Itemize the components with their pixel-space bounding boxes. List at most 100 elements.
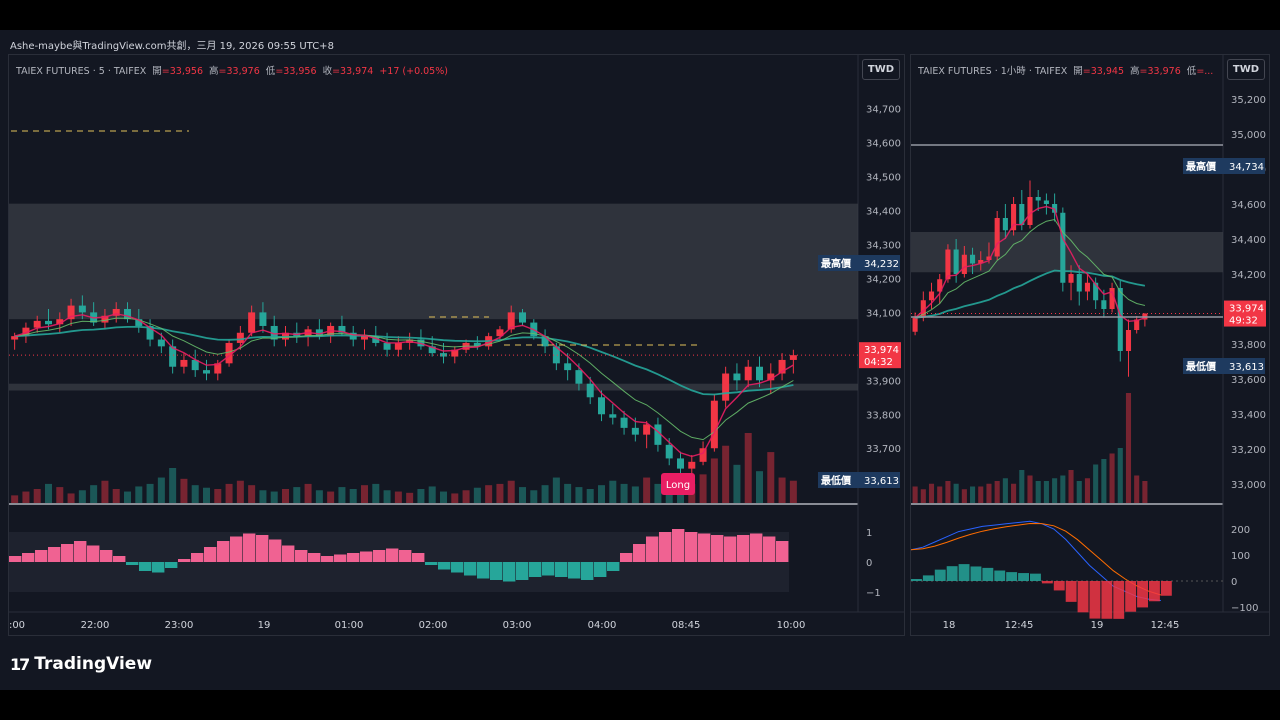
candle-body [1125,330,1132,351]
volume-bar [282,489,289,503]
ema-long-line [14,325,794,396]
price-badge-countdown: 49:32 [1229,316,1258,327]
macd-histogram-bar [1101,581,1113,619]
extreme-label-text: 最高價 [1186,160,1217,173]
oscillator-tick-label: 0 [1231,577,1237,588]
candle-body [1002,218,1008,231]
oscillator-bar [152,562,165,573]
volume-bar [756,471,763,503]
candle-body [22,327,30,337]
oscillator-bar [490,562,503,580]
price-tick-label: 33,900 [866,376,901,387]
currency-button[interactable]: TWD [1227,59,1265,80]
macd-histogram-bar [1125,581,1137,612]
candle-body [978,260,984,264]
chart-pane-5min[interactable]: 34,700 34,600 34,500 34,400 34,300 34,200 34,1… [8,54,905,636]
candle-body [677,458,684,469]
ema-fast-line [14,313,794,458]
oscillator-bar [750,533,763,562]
time-tick-label: 22:00 [81,620,110,631]
volume-bar [203,487,210,503]
high-value: =33,976 [218,66,260,77]
low-label: 低 [1186,66,1197,77]
macd-histogram-bar [1030,573,1041,581]
candle-body [937,279,943,292]
oscillator-bar [503,562,516,582]
candle-body [157,339,165,347]
volume-bar [912,486,918,503]
time-tick-label: 02:00 [419,620,448,631]
oscillator-bar [165,562,178,568]
oscillator-bar [35,550,48,562]
time-tick-label: 19 [1091,620,1104,631]
volume-bar [654,483,662,503]
chart-1h-svg[interactable]: 35,20035,00034,80034,60034,40034,20034,0… [911,55,1269,635]
candle-body [135,319,143,326]
support-resistance-zone [9,203,858,320]
candle-body [1076,274,1082,292]
volume-bar [361,485,368,503]
macd-histogram-bar [1137,581,1148,608]
volume-bar [1125,393,1132,503]
oscillator-bar [295,550,308,562]
candle-body [643,424,651,435]
price-tick-label: 34,500 [866,173,901,184]
symbol-label: TAIEX FUTURES · 1小時 · TAIFEX [918,66,1068,77]
candle-body [372,336,380,343]
volume-bar [56,487,64,503]
extreme-label-text: 最高價 [821,257,852,270]
candle-body [259,312,267,326]
volume-bar [541,485,549,503]
price-tick-label: 33,800 [1231,340,1266,351]
volume-bar [519,487,526,503]
macd-histogram-bar [1018,573,1029,581]
oscillator-tick-label: −1 [866,588,881,599]
volume-bar [169,468,177,503]
oscillator-bar [425,562,438,565]
candle-body [575,370,583,384]
extreme-label-text: 最低價 [821,474,852,487]
oscillator-bar [763,536,776,562]
chart-5min-svg[interactable]: 34,700 34,600 34,500 34,400 34,300 34,200 34,1… [9,55,904,635]
volume-bar [236,480,244,503]
currency-button[interactable]: TWD [862,59,900,80]
chart-pane-1h[interactable]: 35,20035,00034,80034,60034,40034,20034,0… [910,54,1270,636]
candle-body [710,400,718,449]
macd-histogram-bar [934,569,946,581]
tradingview-wordmark: TradingView [34,654,153,674]
extreme-label-bg [818,255,900,271]
extreme-label-text: 最低價 [1186,360,1217,373]
candle-body [203,370,210,374]
oscillator-bar [659,532,672,562]
time-tick-label: 08:45 [672,620,701,631]
extreme-label-value: 34,232 [864,259,899,270]
volume-bar [1117,448,1123,503]
volume-bar [349,489,357,503]
candle-body [665,444,673,459]
volume-bar [1043,481,1049,503]
open-label: 開 [1073,66,1083,77]
tradingview-logo[interactable]: 17 TradingView [10,654,152,674]
volume-bar [1027,475,1033,503]
candle-body [1134,319,1140,330]
volume-bar [699,474,707,503]
oscillator-bar [672,529,685,562]
oscillator-bar [48,547,61,562]
volume-bar [496,483,504,503]
volume-bar [22,491,30,503]
candle-body [361,336,368,340]
volume-bar [953,483,959,503]
volume-bar [970,486,976,503]
price-tick-label: 34,600 [1231,200,1266,211]
volume-bar [259,490,267,503]
candle-body [225,342,233,364]
oscillator-bar [100,550,113,562]
macd-histogram-bar [1113,581,1125,619]
volume-bar [677,490,684,503]
macd-histogram-bar [970,566,982,581]
oscillator-bar [113,556,126,562]
volume-bar [1052,478,1058,503]
volume-bar [564,483,572,503]
candle-body [67,305,75,320]
volume-bar [507,480,515,503]
